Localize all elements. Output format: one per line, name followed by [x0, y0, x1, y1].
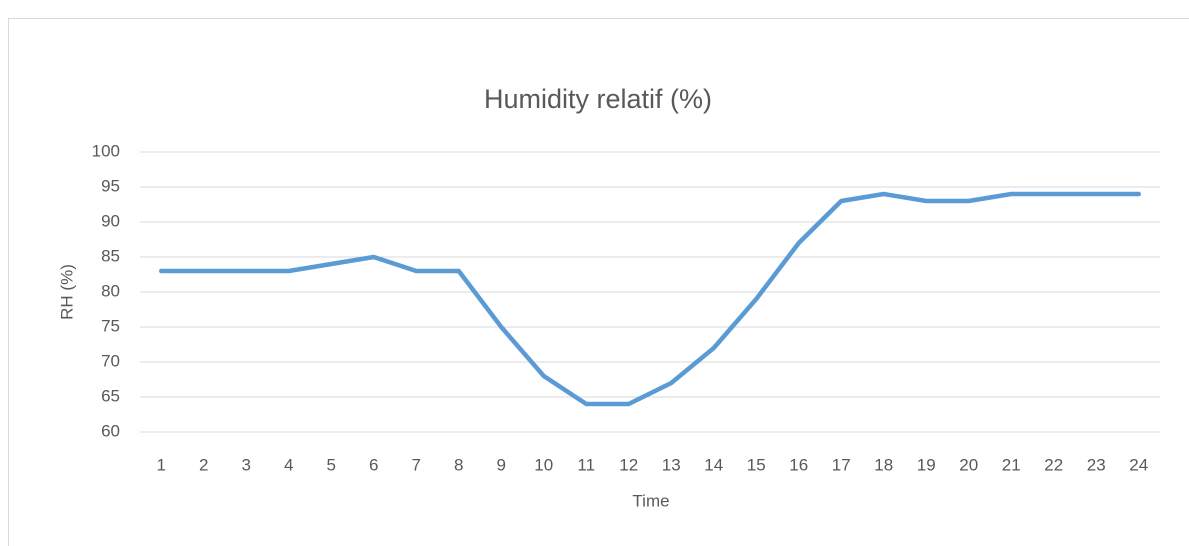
- x-tick-label: 23: [1087, 455, 1106, 474]
- x-tick-label: 20: [959, 455, 978, 474]
- x-tick-label: 9: [497, 455, 506, 474]
- chart-title: Humidity relatif (%): [484, 84, 712, 114]
- x-tick-label: 4: [284, 455, 293, 474]
- x-tick-label: 14: [704, 455, 723, 474]
- x-axis-label: Time: [632, 491, 669, 510]
- chart-border: [8, 18, 1189, 546]
- y-tick-label: 90: [101, 211, 120, 230]
- y-tick-label: 65: [101, 386, 120, 405]
- x-tick-label: 21: [1002, 455, 1021, 474]
- y-tick-label: 85: [101, 246, 120, 265]
- y-tick-label: 100: [92, 141, 120, 160]
- x-tick-label: 24: [1129, 455, 1148, 474]
- x-tick-label: 13: [662, 455, 681, 474]
- data-line: [159, 191, 1141, 407]
- x-tick-label: 10: [534, 455, 553, 474]
- x-tick-label: 5: [327, 455, 336, 474]
- x-tick-label: 15: [747, 455, 766, 474]
- x-tick-label: 8: [454, 455, 463, 474]
- y-axis-label: RH (%): [57, 264, 76, 320]
- x-tick-label: 12: [619, 455, 638, 474]
- x-tick-label: 17: [832, 455, 851, 474]
- x-tick-label: 22: [1044, 455, 1063, 474]
- y-tick-label: 95: [101, 176, 120, 195]
- y-tick-label: 70: [101, 351, 120, 370]
- x-tick-label: 1: [157, 455, 166, 474]
- y-tick-label: 60: [101, 421, 120, 440]
- x-tick-label: 19: [917, 455, 936, 474]
- y-tick-label: 75: [101, 316, 120, 335]
- x-tick-label: 2: [199, 455, 208, 474]
- x-tick-label: 6: [369, 455, 378, 474]
- x-tick-label: 16: [789, 455, 808, 474]
- x-tick-label: 11: [577, 455, 595, 474]
- x-tick-label: 3: [242, 455, 251, 474]
- x-tick-label: 18: [874, 455, 893, 474]
- x-tick-label: 7: [412, 455, 421, 474]
- y-tick-label: 80: [101, 281, 120, 300]
